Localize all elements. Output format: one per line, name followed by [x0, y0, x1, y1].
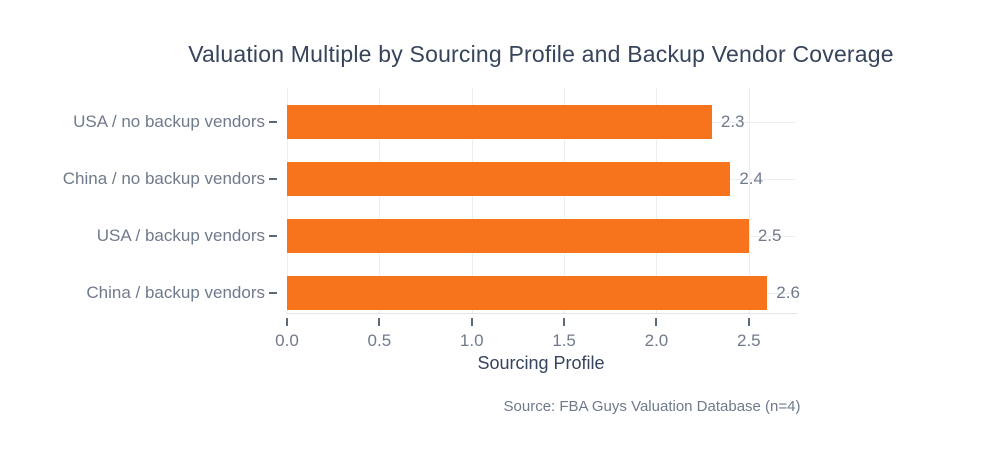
- x-axis-tick: [378, 318, 381, 326]
- chart-title: Valuation Multiple by Sourcing Profile a…: [188, 41, 894, 67]
- x-axis-title: Sourcing Profile: [477, 353, 605, 373]
- y-axis-tick: [269, 292, 277, 294]
- x-tick-label: 2.5: [736, 331, 761, 350]
- y-tick-label: China / backup vendors: [86, 283, 265, 302]
- y-axis-tick: [269, 121, 277, 123]
- x-axis-tick: [286, 318, 288, 326]
- x-axis-tick: [470, 318, 473, 326]
- x-tick-label: 0.0: [275, 331, 299, 350]
- y-tick-label: China / no backup vendors: [62, 169, 265, 188]
- vertical-gridline: [564, 88, 566, 313]
- bar[interactable]: [287, 219, 749, 253]
- bar-value-label: 2.4: [739, 169, 763, 188]
- x-tick-label: 0.5: [367, 331, 392, 350]
- bar[interactable]: [287, 276, 768, 310]
- bar-value-label: 2.5: [757, 226, 782, 245]
- y-axis-tick: [269, 235, 277, 237]
- plot-area: 2.3 2.4 2.5 2.6: [287, 88, 800, 313]
- bar[interactable]: [287, 105, 712, 139]
- x-axis-line: [287, 313, 797, 314]
- y-axis-tick: [269, 178, 277, 180]
- vertical-gridline: [471, 88, 473, 313]
- x-tick-label: 2.0: [644, 331, 669, 350]
- bar-value-label: 2.6: [776, 283, 800, 302]
- x-tick-label: 1.5: [552, 331, 576, 350]
- x-axis-tick: [563, 318, 566, 326]
- vertical-gridline: [656, 88, 658, 313]
- source-note: Source: FBA Guys Valuation Database (n=4…: [503, 398, 801, 415]
- bar[interactable]: [287, 162, 731, 196]
- x-axis-tick: [747, 318, 750, 326]
- y-tick-label: USA / backup vendors: [96, 226, 265, 245]
- x-tick-label: 1.0: [459, 331, 484, 350]
- y-tick-label: USA / no backup vendors: [73, 112, 265, 131]
- vertical-gridline: [379, 88, 381, 313]
- bar-value-label: 2.3: [720, 112, 745, 131]
- x-axis-tick: [655, 318, 658, 326]
- vertical-gridline: [748, 88, 750, 313]
- vertical-gridline: [287, 88, 288, 313]
